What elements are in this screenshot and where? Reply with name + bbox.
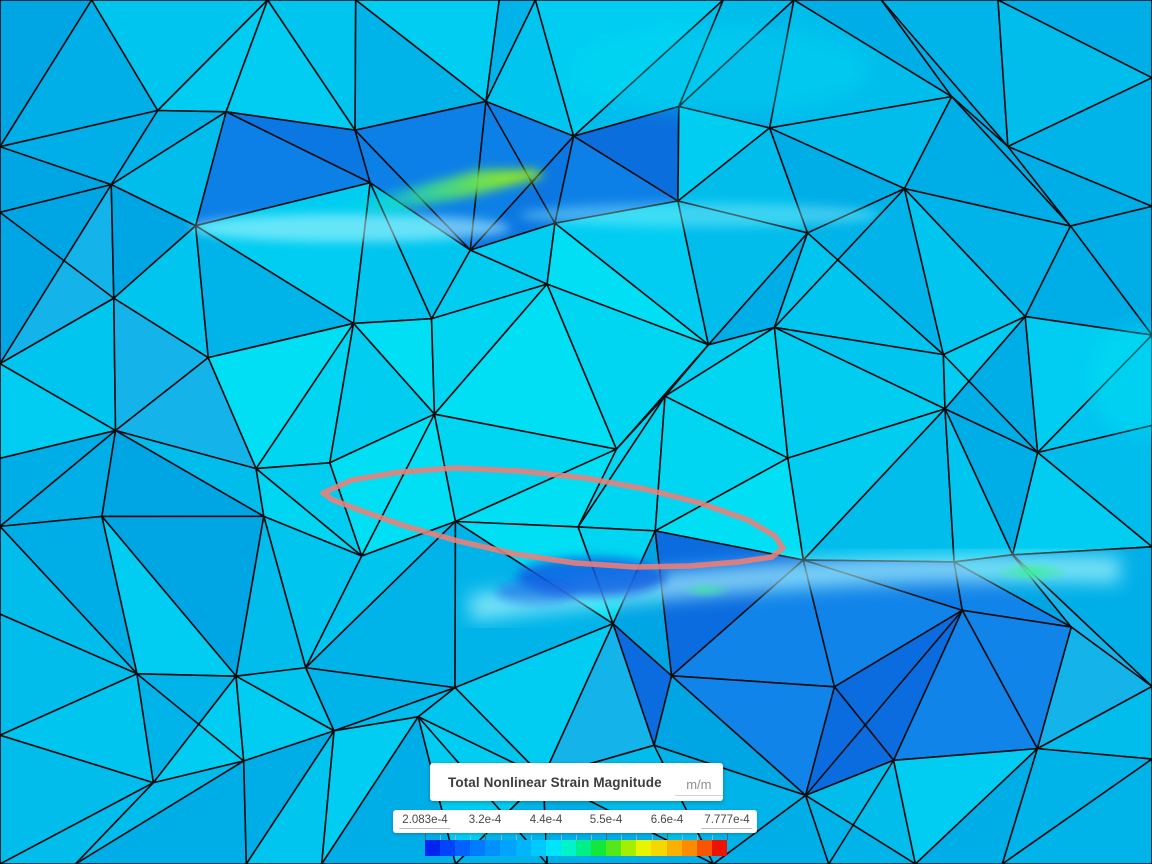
mesh-edge	[136, 673, 245, 762]
colorbar-tick	[666, 832, 668, 840]
colorbar-segment	[515, 840, 531, 856]
legend-title-box: Total Nonlinear Strain Magnitude m/m	[430, 763, 723, 801]
scale-label: 5.5e-4	[589, 814, 623, 826]
mesh-edge	[773, 188, 906, 328]
legend-scale-box: 2.083e-4 3.2e-4 4.4e-4 5.5e-4 6.6e-4 7.7…	[393, 810, 757, 833]
light-patch-top	[570, 25, 870, 115]
colorbar-segment	[530, 840, 546, 856]
scale-label: 4.4e-4	[529, 814, 563, 826]
mesh-triangle	[1001, 758, 1152, 864]
colorbar-tick	[711, 835, 713, 840]
cyan-band-top-left	[190, 214, 510, 242]
colorbar-segment	[575, 840, 592, 856]
colorbar	[425, 840, 727, 856]
colorbar-tick	[681, 835, 683, 840]
colorbar-segment	[606, 840, 622, 856]
colorbar-segment	[636, 840, 652, 856]
legend-unit-field[interactable]: m/m	[674, 775, 723, 796]
mesh-edge	[828, 759, 895, 864]
mesh-edge	[0, 211, 115, 299]
colorbar-tick	[515, 835, 517, 840]
scale-max-field[interactable]: 7.777e-4	[701, 814, 753, 829]
strain-hotspot-bottom	[680, 581, 732, 599]
scale-label: 6.6e-4	[650, 814, 684, 826]
colorbar-segment	[485, 840, 501, 856]
strain-hotspot-top	[335, 170, 545, 212]
colorbar-tick	[470, 835, 472, 840]
colorbar-tick	[500, 835, 502, 840]
colorbar-segment	[440, 840, 456, 856]
colorbar-tick	[530, 835, 532, 840]
scale-min-field[interactable]: 2.083e-4	[399, 814, 451, 829]
colorbar-tick	[636, 835, 638, 840]
colorbar-segment	[425, 840, 441, 856]
cyan-band-top-right	[520, 203, 880, 227]
colorbar-tick	[545, 832, 547, 840]
colorbar-tick	[621, 835, 623, 840]
colorbar-tick	[485, 832, 487, 840]
colorbar-tick	[651, 835, 653, 840]
colorbar-segment	[621, 840, 637, 856]
mesh-triangle	[804, 794, 917, 864]
colorbar-segment	[711, 840, 727, 856]
colorbar-tick	[606, 832, 608, 840]
colorbar-segment	[696, 840, 712, 856]
mesh-edge	[805, 609, 963, 796]
strain-hotspot-right	[994, 561, 1070, 583]
colorbar-segment	[500, 840, 516, 856]
dark-blob-center-2	[496, 580, 576, 604]
colorbar-tick	[440, 835, 442, 840]
colorbar-segment	[470, 840, 486, 856]
colorbar-segment	[545, 840, 561, 856]
colorbar-segment	[591, 840, 607, 856]
mesh-edge	[942, 354, 1039, 454]
selected-face-highlight[interactable]	[320, 465, 786, 570]
legend-title: Total Nonlinear Strain Magnitude	[448, 774, 662, 790]
light-patch-right	[1090, 325, 1152, 435]
colorbar-tick	[455, 835, 457, 840]
colorbar-tick	[425, 832, 426, 840]
colorbar-segment	[455, 840, 471, 856]
colorbar-segment	[666, 840, 682, 856]
mesh-edge	[485, 101, 556, 224]
colorbar-tick	[591, 835, 593, 840]
colorbar-tick	[576, 835, 577, 840]
colorbar-segment	[681, 840, 697, 856]
colorbar-segment	[651, 840, 667, 856]
scale-label: 3.2e-4	[468, 814, 502, 826]
colorbar-tick	[696, 835, 698, 840]
colorbar-tick	[727, 832, 728, 840]
colorbar-segment	[560, 840, 576, 856]
colorbar-tick	[560, 835, 562, 840]
colorbar-ticks	[425, 832, 728, 840]
